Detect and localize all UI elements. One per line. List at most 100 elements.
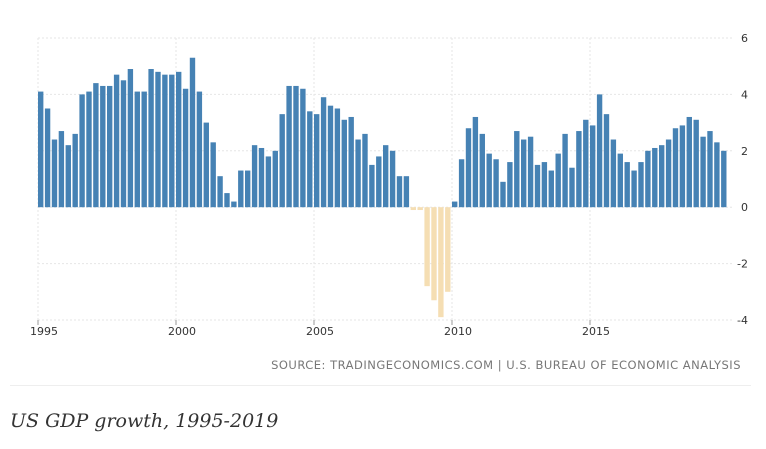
bar [182,88,189,208]
bar [396,176,403,208]
gdp-bar-chart: 6 4 2 0 -2 -4 1995 2000 2005 2010 2015 [30,32,748,338]
bar [86,91,92,208]
bar [155,71,161,208]
bar [383,145,389,208]
bar [610,139,617,208]
bar [293,85,299,208]
bar [590,125,596,208]
bar [169,74,175,208]
bar [65,145,71,208]
bar [617,153,623,208]
bar [410,207,416,211]
bar [341,119,347,208]
bar [465,128,472,208]
bar [44,108,51,208]
bar [479,133,485,208]
figure-caption: US GDP growth, 1995-2019 [10,410,279,432]
y-tick-label: 0 [741,201,748,214]
bar [196,91,203,208]
bar [500,181,506,208]
bar [700,136,706,208]
bar [203,122,209,208]
bar [521,139,527,208]
bar [238,170,244,208]
bar [548,170,554,208]
bar [452,201,458,208]
bar [603,114,610,208]
bar [314,114,320,208]
bar [431,207,437,301]
bar [438,207,444,318]
y-tick-label: 6 [741,32,748,45]
bar [679,125,686,208]
x-tick-label: 2010 [444,325,472,338]
bar [217,176,223,208]
bar [141,91,147,208]
bar [631,170,637,208]
bar [210,142,216,208]
bar [231,201,237,208]
bar [576,131,582,208]
y-tick-label: 2 [741,145,748,158]
bar [486,153,492,208]
bar [417,207,423,211]
bar [272,150,278,208]
bar [51,139,58,208]
bar [107,85,113,208]
x-tick-label: 2000 [168,325,196,338]
bar [127,69,134,208]
bar [638,162,644,208]
bars [38,57,727,318]
bar [403,176,410,208]
bar [693,119,699,208]
bar [286,85,292,208]
bar [527,136,534,208]
bar [534,164,541,208]
bar [348,116,354,208]
source-attribution: SOURCE: TRADINGECONOMICS.COM | U.S. BURE… [271,358,741,372]
bar [189,57,196,208]
y-tick-label: 4 [741,88,748,101]
bar [507,162,513,208]
axes: 6 4 2 0 -2 -4 1995 2000 2005 2010 2015 [30,32,748,338]
bar [645,150,651,208]
bar [334,108,341,208]
bar [58,131,65,208]
bar [686,116,692,208]
bar [176,71,182,208]
bar [707,131,713,208]
divider [10,385,751,386]
bar [714,142,720,208]
bar [307,111,313,208]
bar [389,150,396,208]
bar [38,91,44,208]
x-tick-label: 1995 [30,325,58,338]
bar [224,193,230,208]
bar [300,88,306,208]
bar [251,145,258,208]
bar [672,128,679,208]
bar [245,170,251,208]
bar [369,164,375,208]
bar [72,133,78,208]
bar [493,159,499,208]
bar [562,133,568,208]
bar [355,139,361,208]
bar [458,159,465,208]
x-tick-label: 2005 [306,325,334,338]
bar [279,114,285,208]
bar [148,69,154,208]
bar [265,156,272,208]
bar [624,162,630,208]
bar [258,147,265,208]
bar [721,150,727,208]
bar [583,119,589,208]
bar [445,207,451,292]
bar [569,167,575,208]
bar [113,74,120,208]
x-tick-label: 2015 [582,325,610,338]
bar [555,153,561,208]
bar [100,85,106,208]
bar [79,94,85,208]
bar [376,156,382,208]
